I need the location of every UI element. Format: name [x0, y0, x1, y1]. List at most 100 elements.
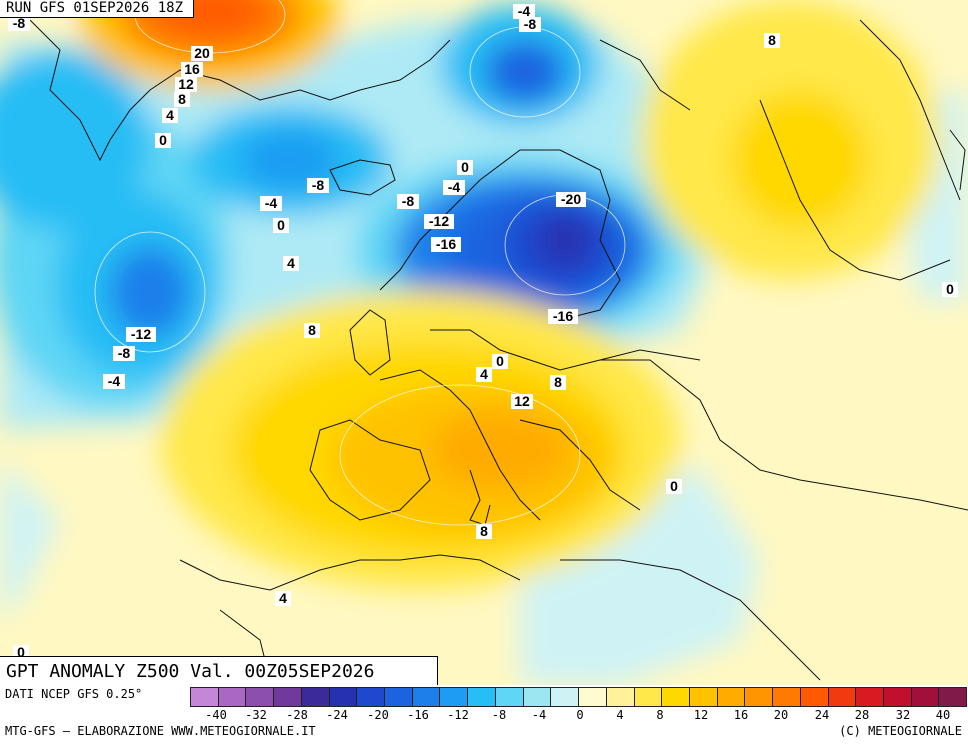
svg-text:12: 12	[178, 76, 194, 92]
scale-swatch	[633, 687, 663, 707]
map-label: -4	[443, 179, 465, 195]
svg-text:20: 20	[194, 45, 210, 61]
map-label: -4	[513, 3, 535, 19]
map-label: 4	[283, 255, 299, 271]
scale-swatch	[190, 687, 219, 707]
scale-swatch	[245, 687, 275, 707]
map-label: -8	[8, 15, 30, 31]
scale-swatch	[550, 687, 580, 707]
scale-swatch	[384, 687, 413, 707]
scale-swatch	[300, 687, 330, 707]
svg-text:0: 0	[496, 353, 504, 369]
svg-text:12: 12	[514, 393, 530, 409]
map-label: 0	[492, 353, 508, 369]
scale-tick-label: 0	[576, 708, 584, 722]
map-label: 12	[511, 393, 533, 409]
scale-swatch	[605, 687, 635, 707]
svg-text:0: 0	[159, 132, 167, 148]
map-label: 0	[457, 159, 473, 175]
svg-text:-8: -8	[312, 177, 325, 193]
map-label: 0	[155, 132, 171, 148]
scale-swatch	[578, 687, 607, 707]
map-label: 8	[550, 374, 566, 390]
svg-text:0: 0	[670, 478, 678, 494]
svg-text:4: 4	[480, 366, 488, 382]
contour-labels: -8 -4 -8 8 20 16 12 8 4 0 0 -4 -8 -8 -4 …	[8, 3, 958, 660]
svg-text:-4: -4	[265, 195, 278, 211]
scale-swatch	[356, 687, 386, 707]
scale-tick-label: 4	[616, 708, 624, 722]
scale-swatch	[772, 687, 801, 707]
scale-tick-label: 24	[814, 708, 830, 722]
scale-tick-label: -8	[491, 708, 507, 722]
svg-text:8: 8	[768, 32, 776, 48]
scale-tick-label: 28	[854, 708, 870, 722]
map-label: -12	[424, 213, 454, 229]
map-label: 20	[191, 45, 213, 61]
svg-text:-8: -8	[524, 16, 537, 32]
scale-tick-label: -4	[531, 708, 547, 722]
svg-text:8: 8	[308, 322, 316, 338]
map-label: -8	[113, 345, 135, 361]
scale-swatch	[799, 687, 829, 707]
anomaly-map: -8 -4 -8 8 20 16 12 8 4 0 0 -4 -8 -8 -4 …	[0, 0, 968, 685]
map-label: 4	[162, 107, 178, 123]
map-label: -4	[103, 373, 125, 389]
svg-text:8: 8	[178, 91, 186, 107]
svg-text:-16: -16	[553, 308, 573, 324]
scale-swatch	[217, 687, 247, 707]
map-label: -8	[397, 193, 419, 209]
scale-swatch	[716, 687, 746, 707]
scale-swatch	[855, 687, 884, 707]
copyright-text: (C) METEOGIORNALE	[839, 724, 962, 738]
scale-swatch	[522, 687, 552, 707]
svg-text:-12: -12	[429, 213, 449, 229]
svg-text:-8: -8	[13, 15, 26, 31]
scale-tick-label: 40	[935, 708, 951, 722]
map-label: 0	[273, 217, 289, 233]
scale-tick-label: 20	[773, 708, 789, 722]
svg-text:-8: -8	[402, 193, 415, 209]
map-label: 16	[181, 61, 203, 77]
svg-text:-4: -4	[518, 3, 531, 19]
map-label: -12	[126, 326, 156, 342]
scale-tick-label: -28	[286, 708, 308, 722]
scale-swatch	[494, 687, 524, 707]
map-label: 4	[275, 590, 291, 606]
map-label: 0	[666, 478, 682, 494]
scale-swatch	[467, 687, 496, 707]
map-label: 12	[175, 76, 197, 92]
coastlines	[29, 19, 968, 681]
scale-swatch	[439, 687, 469, 707]
svg-text:8: 8	[480, 523, 488, 539]
map-label: 8	[304, 322, 320, 338]
svg-text:-4: -4	[108, 373, 121, 389]
svg-text:-8: -8	[118, 345, 131, 361]
map-label: 4	[476, 366, 492, 382]
map-label: -8	[307, 177, 329, 193]
scale-tick-label: 16	[733, 708, 749, 722]
scale-swatch	[744, 687, 774, 707]
footer: DATI NCEP GFS 0.25° -40 -32 -28 -24 -20 -16 -1…	[0, 686, 968, 745]
scale-tick-label: 12	[693, 708, 709, 722]
svg-text:0: 0	[277, 217, 285, 233]
scale-swatch	[688, 687, 718, 707]
svg-text:4: 4	[279, 590, 287, 606]
scale-swatch	[328, 687, 358, 707]
scale-tick-label: -32	[245, 708, 267, 722]
map-label: -4	[260, 195, 282, 211]
scale-swatch	[910, 687, 940, 707]
map-label: 8	[174, 91, 190, 107]
credit-text: MTG-GFS – ELABORAZIONE WWW.METEOGIORNALE…	[5, 724, 316, 738]
scale-swatch	[411, 687, 441, 707]
svg-text:-4: -4	[448, 179, 461, 195]
color-scale	[190, 687, 968, 707]
scale-tick-label: -16	[407, 708, 429, 722]
map-title: GPT ANOMALY Z500 Val. 00Z05SEP2026	[0, 656, 438, 685]
map-label: -8	[519, 16, 541, 32]
scale-tick-label: 32	[895, 708, 911, 722]
scale-swatch	[938, 687, 968, 707]
svg-text:-16: -16	[436, 236, 456, 252]
svg-text:0: 0	[461, 159, 469, 175]
svg-text:0: 0	[946, 281, 954, 297]
